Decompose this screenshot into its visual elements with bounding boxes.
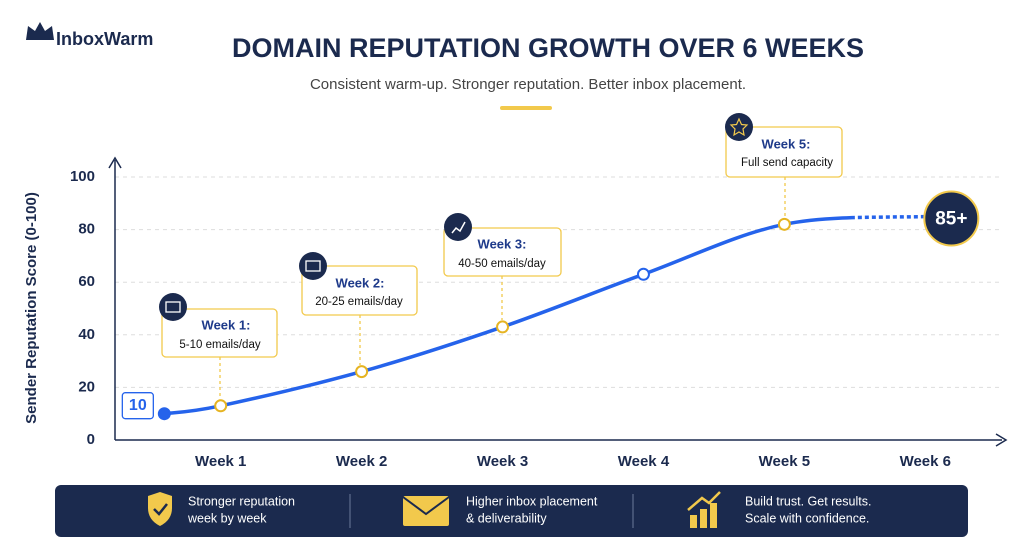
y-tick-label: 100 xyxy=(70,168,95,185)
callout-text: 20-25 emails/day xyxy=(315,296,403,308)
brand: InboxWarm xyxy=(56,29,153,49)
callout-title: Week 1: xyxy=(202,317,251,332)
envelope-flap xyxy=(402,496,450,516)
icon xyxy=(299,252,327,280)
y-tick-label: 0 xyxy=(87,431,95,448)
icon xyxy=(159,293,187,321)
dash-overlay xyxy=(854,213,926,220)
callout-box xyxy=(725,126,843,178)
callout: Week 3: 40-50 emails/day xyxy=(443,213,562,320)
callout-text: 40-50 emails/day xyxy=(458,258,546,270)
banner-text: Scale with confidence. xyxy=(745,511,869,525)
banner-text: & deliverability xyxy=(466,511,547,525)
x-tick-label: Week 3 xyxy=(477,453,528,470)
x-tick-label: Week 2 xyxy=(336,453,387,470)
value-label: 85+ xyxy=(935,208,967,229)
value-label: 10 xyxy=(129,397,147,414)
y-tick-label: 40 xyxy=(78,326,95,343)
banner-text: Build trust. Get results. xyxy=(745,494,871,508)
title-underline xyxy=(500,106,552,110)
x-tick-label: Week 5 xyxy=(759,453,810,470)
callout-box xyxy=(301,265,418,316)
callout-title: Week 5: xyxy=(762,136,811,151)
shield-icon xyxy=(148,492,172,526)
banner-text: Stronger reputation xyxy=(188,494,295,508)
callout-title: Week 2: xyxy=(336,275,385,290)
callout: Week 5: Full send capacity xyxy=(725,113,843,217)
callout-text: Full send capacity xyxy=(741,157,833,169)
banner: Stronger reputation week by week Higher … xyxy=(55,485,968,537)
point xyxy=(214,399,228,413)
y-tick-label: 60 xyxy=(78,273,95,290)
end-badge xyxy=(923,190,980,247)
callout-text: 5-10 emails/day xyxy=(179,339,260,351)
growth-icon xyxy=(687,491,721,528)
callout-box xyxy=(443,227,562,277)
banner-text: Higher inbox placement xyxy=(466,494,598,508)
icon-glyph xyxy=(305,260,321,272)
y-tick-label: 80 xyxy=(78,221,95,238)
point xyxy=(777,217,791,231)
icon-glyph xyxy=(729,117,749,137)
logo: InboxWarm xyxy=(26,22,153,49)
plot: 0 20 40 60 80 100 Week 1 Week 2 Week 3 Week 4 Week… xyxy=(70,168,1000,470)
callout-title: Week 3: xyxy=(478,236,527,251)
subtitle: Consistent warm-up. Stronger reputation.… xyxy=(310,76,746,93)
point xyxy=(355,365,369,379)
banner-text: week by week xyxy=(187,511,267,525)
x-tick-label: Week 6 xyxy=(900,453,951,470)
callout: Week 1: 5-10 emails/day xyxy=(159,293,278,400)
icon-glyph xyxy=(451,221,466,234)
x-arrow xyxy=(995,433,1008,447)
x-tick-label: Week 4 xyxy=(618,453,670,470)
check xyxy=(153,503,168,516)
x-tick-label: Week 1 xyxy=(195,453,246,470)
chart-title: DOMAIN REPUTATION GROWTH OVER 6 WEEKS xyxy=(232,33,864,63)
y-axis-label: Sender Reputation Score (0-100) xyxy=(23,192,40,424)
logo-icon xyxy=(26,22,54,40)
y-tick-label: 20 xyxy=(78,378,95,395)
icon-glyph xyxy=(165,301,181,313)
point xyxy=(496,320,510,334)
value-label-box xyxy=(121,392,154,420)
icon xyxy=(725,113,753,141)
point xyxy=(157,407,171,421)
envelope-icon xyxy=(403,496,449,526)
y-arrow xyxy=(108,156,122,169)
banner-bg xyxy=(55,485,968,537)
icon xyxy=(444,213,472,241)
callout: Week 2: 20-25 emails/day xyxy=(299,252,418,365)
point xyxy=(636,267,650,281)
callout-box xyxy=(161,308,278,358)
